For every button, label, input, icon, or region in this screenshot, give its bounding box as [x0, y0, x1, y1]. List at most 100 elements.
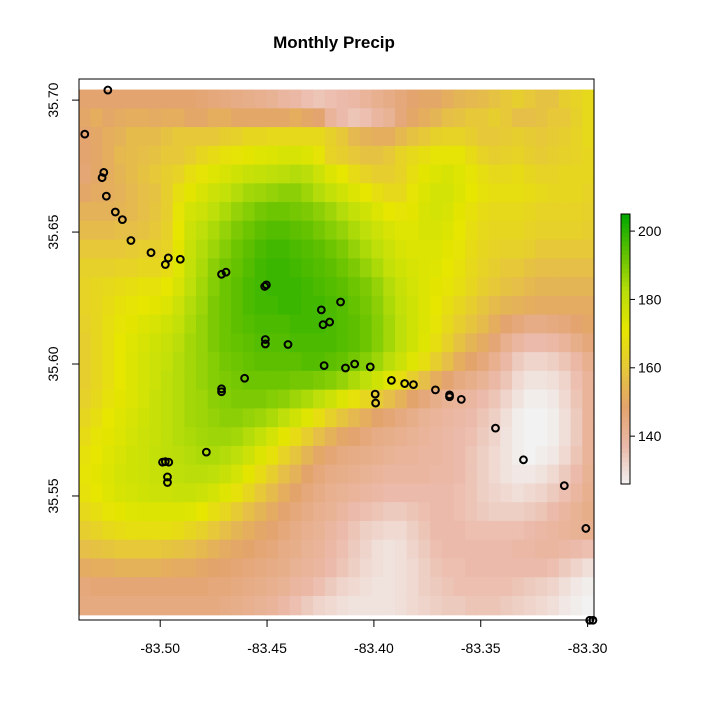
legend-swatch	[621, 218, 630, 224]
raster-cell	[184, 89, 197, 109]
raster-cell	[476, 595, 490, 616]
raster-cell	[465, 502, 478, 522]
raster-cell	[90, 502, 103, 522]
legend-swatch	[621, 385, 630, 391]
raster-cell	[289, 577, 302, 597]
raster-cell	[465, 539, 478, 560]
raster-cell	[254, 164, 267, 184]
raster-cell	[102, 539, 115, 560]
raster-cell	[500, 370, 513, 391]
raster-cell	[114, 145, 127, 166]
raster-cell	[219, 220, 232, 241]
raster-cell	[125, 202, 139, 222]
raster-cell	[336, 258, 349, 278]
legend-swatch	[621, 308, 630, 314]
raster-cell	[570, 202, 583, 222]
raster-cell	[313, 145, 326, 166]
raster-cell	[324, 108, 338, 128]
raster-cell	[172, 314, 185, 334]
raster-cell	[547, 127, 560, 147]
raster-cell	[125, 558, 139, 578]
raster-cell	[137, 389, 150, 410]
raster-cell	[348, 352, 361, 372]
raster-cell	[102, 352, 115, 372]
legend-swatch	[621, 313, 630, 319]
raster-cell	[196, 389, 209, 410]
raster-cell	[149, 295, 162, 316]
raster-cell	[324, 220, 338, 241]
raster-cell	[102, 239, 115, 259]
raster-cell	[254, 389, 267, 410]
raster-cell	[476, 164, 490, 184]
raster-cell	[558, 408, 572, 428]
raster-cell	[359, 295, 373, 316]
x-axis: -83.50 -83.45 -83.40 -83.35 -83.30	[140, 620, 608, 656]
raster-cell	[137, 577, 150, 597]
raster-cell	[207, 577, 221, 597]
raster-cell	[277, 558, 291, 578]
raster-cell	[219, 239, 232, 259]
station-point	[163, 472, 172, 482]
raster-cell	[512, 464, 525, 485]
raster-cell	[125, 277, 139, 297]
raster-cell	[196, 483, 209, 503]
raster-cell	[383, 595, 396, 616]
raster-cell	[196, 352, 209, 372]
x-tick-label: -83.30	[568, 640, 608, 656]
raster-cell	[488, 258, 501, 278]
raster-cell	[371, 464, 384, 485]
raster-cell	[160, 427, 174, 447]
raster-cell	[512, 333, 525, 353]
raster-cell	[359, 183, 373, 203]
raster-cell	[301, 258, 314, 278]
raster-cell	[336, 108, 349, 128]
raster-cell	[371, 595, 384, 616]
raster-cell	[383, 183, 396, 203]
raster-cell	[348, 389, 361, 410]
raster-cell	[535, 277, 548, 297]
raster-cell	[324, 145, 338, 166]
raster-cell	[160, 577, 174, 597]
raster-cell	[488, 502, 501, 522]
raster-cell	[137, 89, 150, 109]
raster-cell	[512, 145, 525, 166]
raster-cell	[301, 108, 314, 128]
raster-cell	[336, 277, 349, 297]
raster-cell	[289, 183, 302, 203]
station-point	[387, 375, 396, 385]
raster-cell	[313, 445, 326, 466]
raster-cell	[137, 164, 150, 184]
station-point	[97, 173, 107, 183]
raster-cell	[219, 314, 232, 334]
raster-cell	[558, 352, 572, 372]
raster-cell	[125, 333, 139, 353]
raster-cell	[418, 183, 431, 203]
raster-cell	[582, 183, 595, 203]
raster-cell	[336, 520, 349, 541]
raster-cell	[406, 145, 420, 166]
y-tick-label: 35.60	[45, 346, 61, 381]
raster-cell	[500, 464, 513, 485]
raster-cell	[242, 595, 256, 616]
raster-cell	[242, 333, 256, 353]
raster-cell	[430, 370, 443, 391]
raster-cell	[301, 164, 314, 184]
raster-cell	[242, 108, 256, 128]
raster-cell	[558, 595, 572, 616]
raster-cell	[500, 295, 513, 316]
raster-cell	[172, 520, 185, 541]
legend-swatch	[621, 358, 630, 364]
y-tick-label: 35.65	[45, 214, 61, 249]
raster-cell	[418, 277, 431, 297]
legend-swatch	[621, 290, 630, 296]
raster-cell	[184, 108, 197, 128]
raster-cell	[547, 202, 560, 222]
raster-cell	[336, 145, 349, 166]
raster-cell	[558, 445, 572, 466]
raster-cell	[277, 277, 291, 297]
raster-cell	[523, 314, 537, 334]
raster-cell	[476, 89, 490, 109]
raster-cell	[90, 277, 103, 297]
precip-raster	[79, 89, 595, 616]
raster-cell	[547, 502, 560, 522]
